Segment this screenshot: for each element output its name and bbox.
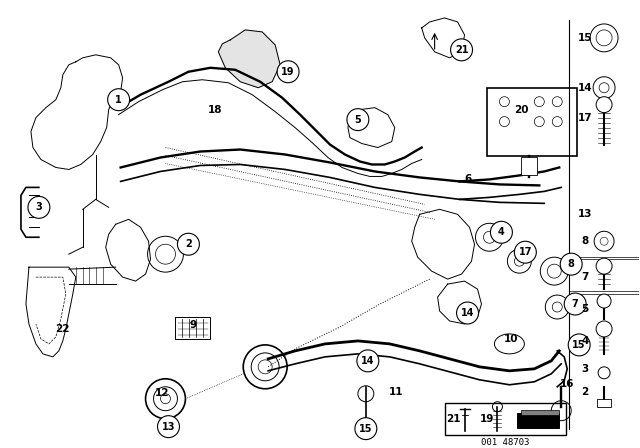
Bar <box>488 88 577 155</box>
Polygon shape <box>412 209 474 279</box>
Text: 21: 21 <box>455 45 468 55</box>
Polygon shape <box>31 55 123 169</box>
Bar <box>445 403 566 435</box>
Circle shape <box>597 294 611 308</box>
Bar <box>597 399 611 407</box>
Text: 8: 8 <box>582 236 589 246</box>
Circle shape <box>456 302 479 324</box>
Text: 16: 16 <box>560 379 575 389</box>
Text: 5: 5 <box>355 115 361 125</box>
Circle shape <box>28 196 50 218</box>
Text: 17: 17 <box>578 112 593 123</box>
Circle shape <box>560 253 582 275</box>
Bar <box>522 410 559 415</box>
Text: 3: 3 <box>35 202 42 212</box>
Circle shape <box>593 77 615 99</box>
Circle shape <box>596 321 612 337</box>
Text: 8: 8 <box>568 259 575 269</box>
Polygon shape <box>348 108 395 147</box>
Text: 4: 4 <box>582 336 589 346</box>
Text: 14: 14 <box>361 356 374 366</box>
Polygon shape <box>106 220 150 281</box>
Text: 9: 9 <box>190 320 197 330</box>
Text: 22: 22 <box>56 324 70 334</box>
Text: 2: 2 <box>582 387 589 397</box>
Circle shape <box>596 97 612 112</box>
Circle shape <box>277 61 299 83</box>
Circle shape <box>177 233 200 255</box>
Text: 7: 7 <box>582 272 589 282</box>
Text: 17: 17 <box>518 247 532 257</box>
Text: 19: 19 <box>480 414 495 424</box>
Text: 4: 4 <box>498 227 505 237</box>
Text: 15: 15 <box>572 340 586 350</box>
Text: 13: 13 <box>578 209 593 220</box>
Circle shape <box>594 231 614 251</box>
Circle shape <box>357 350 379 372</box>
Polygon shape <box>218 30 280 88</box>
Circle shape <box>515 241 536 263</box>
Text: 11: 11 <box>388 387 403 397</box>
Bar <box>522 158 538 176</box>
Bar <box>175 317 211 339</box>
Circle shape <box>564 293 586 315</box>
Text: 13: 13 <box>162 422 175 431</box>
Bar <box>517 413 559 428</box>
Text: 5: 5 <box>582 304 589 314</box>
Text: 19: 19 <box>282 67 295 77</box>
Text: 15: 15 <box>359 424 372 434</box>
Text: 12: 12 <box>156 388 170 398</box>
Polygon shape <box>422 18 465 58</box>
Circle shape <box>157 416 179 438</box>
Polygon shape <box>26 267 76 357</box>
Polygon shape <box>438 281 481 324</box>
Circle shape <box>596 258 612 274</box>
Text: 001 48703: 001 48703 <box>481 438 529 447</box>
Circle shape <box>451 39 472 61</box>
Circle shape <box>108 89 130 111</box>
Circle shape <box>355 418 377 439</box>
Circle shape <box>568 334 590 356</box>
Text: 15: 15 <box>578 33 593 43</box>
Circle shape <box>490 221 513 243</box>
Circle shape <box>347 109 369 130</box>
Ellipse shape <box>495 334 524 354</box>
Text: 1: 1 <box>115 95 122 105</box>
Text: 14: 14 <box>578 83 593 93</box>
Text: 21: 21 <box>446 414 461 424</box>
Text: 6: 6 <box>464 174 471 185</box>
Text: 10: 10 <box>504 334 518 344</box>
Text: 3: 3 <box>582 364 589 374</box>
Circle shape <box>598 367 610 379</box>
Text: 7: 7 <box>572 299 579 309</box>
Text: 14: 14 <box>461 308 474 318</box>
Text: 20: 20 <box>514 105 529 115</box>
Text: 18: 18 <box>208 105 223 115</box>
Text: 2: 2 <box>185 239 192 249</box>
Circle shape <box>590 24 618 52</box>
